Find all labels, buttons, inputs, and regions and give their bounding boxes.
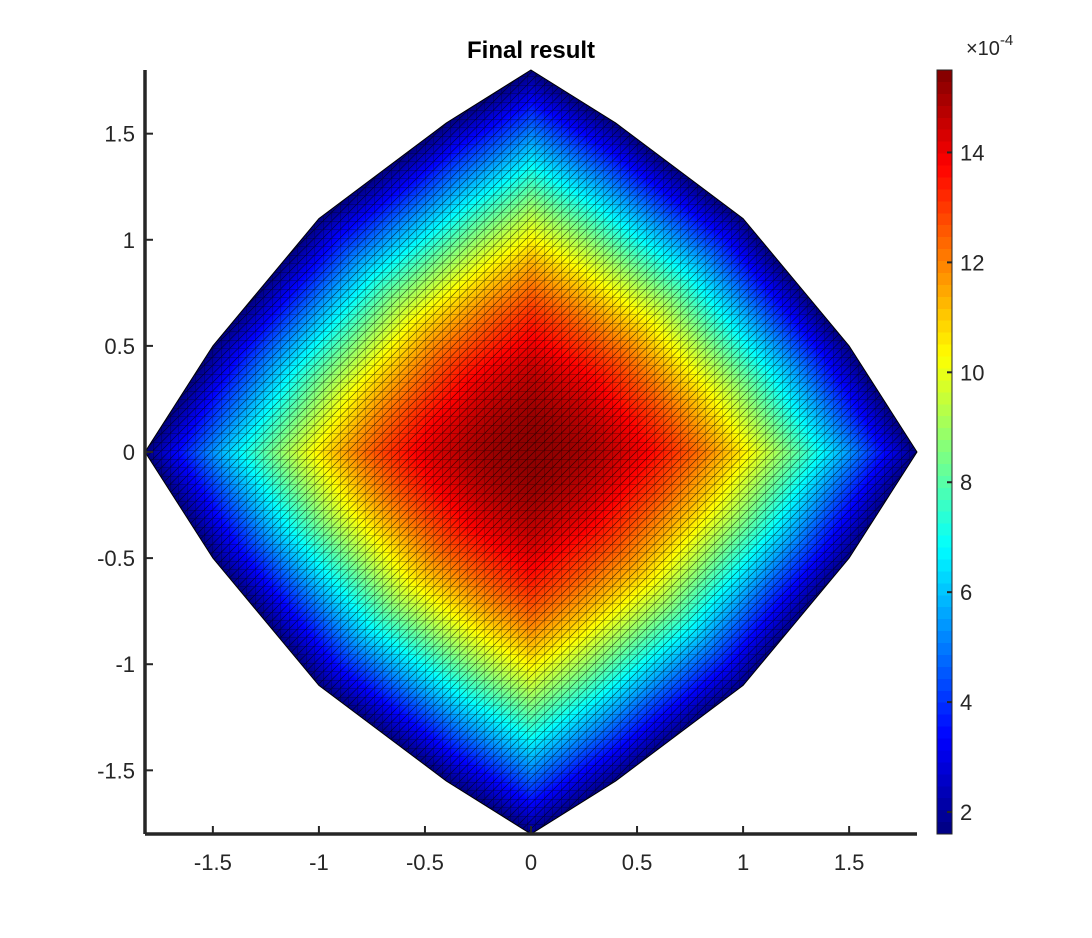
x-tick-label: -0.5: [406, 850, 444, 875]
surface-mesh: [145, 70, 917, 834]
mesh-grid: [145, 70, 917, 834]
colorbar-tick-label: 14: [960, 140, 984, 165]
colorbar-frame: [936, 69, 953, 835]
y-tick-label: -1: [115, 652, 135, 677]
x-tick-label: -1.5: [194, 850, 232, 875]
y-axis: -1.5 -1 -0.5 0 0.5 1 1.5: [97, 70, 153, 834]
colorbar-exponent: ×10-4: [966, 32, 1013, 60]
x-tick-label: 1: [737, 850, 749, 875]
y-tick-label: 1.5: [104, 122, 135, 147]
colorbar-ticks: 2 4 6 8 10 12 14: [947, 140, 984, 825]
colorbar-tick-label: 12: [960, 250, 984, 275]
colorbar-tick-label: 6: [960, 580, 972, 605]
chart-title: Final result: [467, 37, 595, 64]
y-tick-label: 0: [123, 440, 135, 465]
x-tick-label: 0: [525, 850, 537, 875]
plot-area: [144, 69, 918, 835]
colorbar-tick-label: 2: [960, 800, 972, 825]
colorbar-tick-label: 10: [960, 360, 984, 385]
colorbar-gradient: [937, 70, 952, 834]
colorbar: 2 4 6 8 10 12 14 ×10-4: [936, 32, 1013, 835]
x-axis: -1.5 -1 -0.5 0 0.5 1 1.5: [145, 826, 917, 875]
colorbar-tick-label: 4: [960, 690, 972, 715]
y-tick-label: -0.5: [97, 546, 135, 571]
x-tick-label: -1: [309, 850, 329, 875]
y-tick-label: 0.5: [104, 334, 135, 359]
y-tick-label: 1: [123, 228, 135, 253]
colorbar-tick-label: 8: [960, 470, 972, 495]
x-tick-label: 0.5: [622, 850, 653, 875]
y-tick-label: -1.5: [97, 758, 135, 783]
x-tick-label: 1.5: [834, 850, 865, 875]
